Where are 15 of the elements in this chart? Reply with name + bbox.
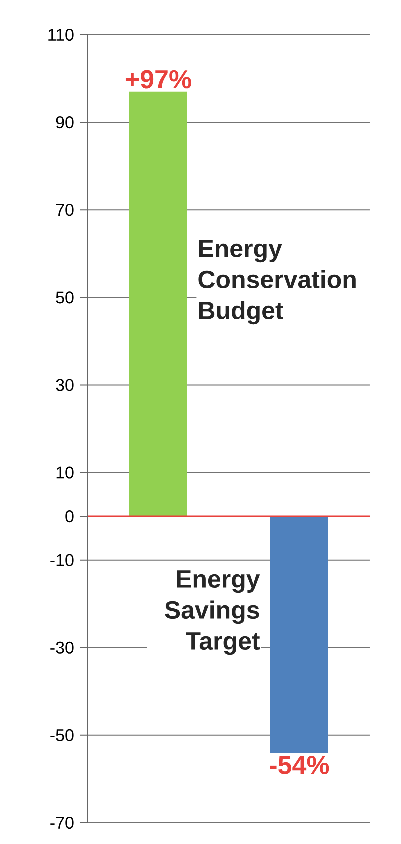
y-tick-label: -50 [50,729,74,742]
y-tick-label: 50 [56,292,74,304]
data-label: -54% [270,756,330,774]
y-tick-label: 90 [56,116,74,129]
y-tick-label: -30 [50,642,74,654]
y-tick-label: -10 [50,554,74,566]
data-label: +97% [126,70,192,89]
annotation: Energy Savings Target [165,570,260,656]
annotation: Energy Conservation Budget [198,240,356,325]
y-tick-label: 10 [56,466,74,479]
y-tick-label: -70 [50,816,74,830]
y-tick-label: 70 [56,204,74,216]
y-tick-label: 30 [56,379,74,392]
y-tick-label: 110 [48,28,74,42]
y-tick-label: 0 [66,510,74,523]
